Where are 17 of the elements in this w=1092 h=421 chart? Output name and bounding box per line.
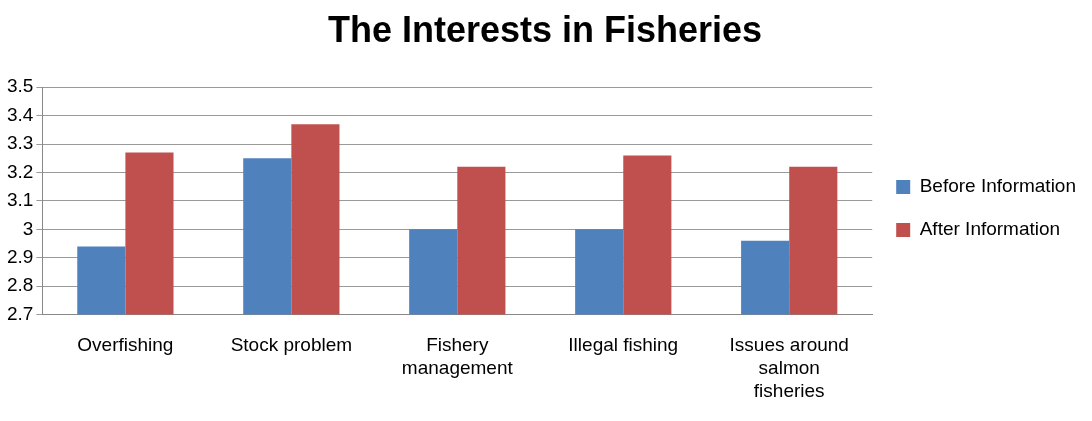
- y-tick-label: 3.5: [6, 75, 34, 97]
- x-tick-label: Stock problem: [230, 334, 353, 356]
- y-tick-label: 3.1: [6, 189, 34, 211]
- y-tick-label: 2.8: [6, 274, 34, 296]
- x-tick-label: Illegal fishing: [568, 334, 679, 356]
- y-tick-label: 2.7: [6, 302, 34, 324]
- y-tick-label: 3.2: [6, 160, 34, 182]
- y-tick-label: 3: [22, 217, 34, 239]
- x-tick-label: Overfishing: [77, 334, 174, 356]
- y-tick-label: 2.9: [6, 245, 34, 267]
- x-tick-label: Issues around salmon fisheries: [729, 334, 849, 401]
- legend-label: After Information: [919, 218, 1061, 240]
- x-tick-label: Fishery management: [401, 334, 514, 379]
- chart-title: The Interests in Fisheries: [327, 8, 763, 50]
- y-tick-label: 3.4: [6, 103, 34, 125]
- legend-label: Before Information: [919, 175, 1077, 197]
- y-tick-label: 3.3: [6, 132, 34, 154]
